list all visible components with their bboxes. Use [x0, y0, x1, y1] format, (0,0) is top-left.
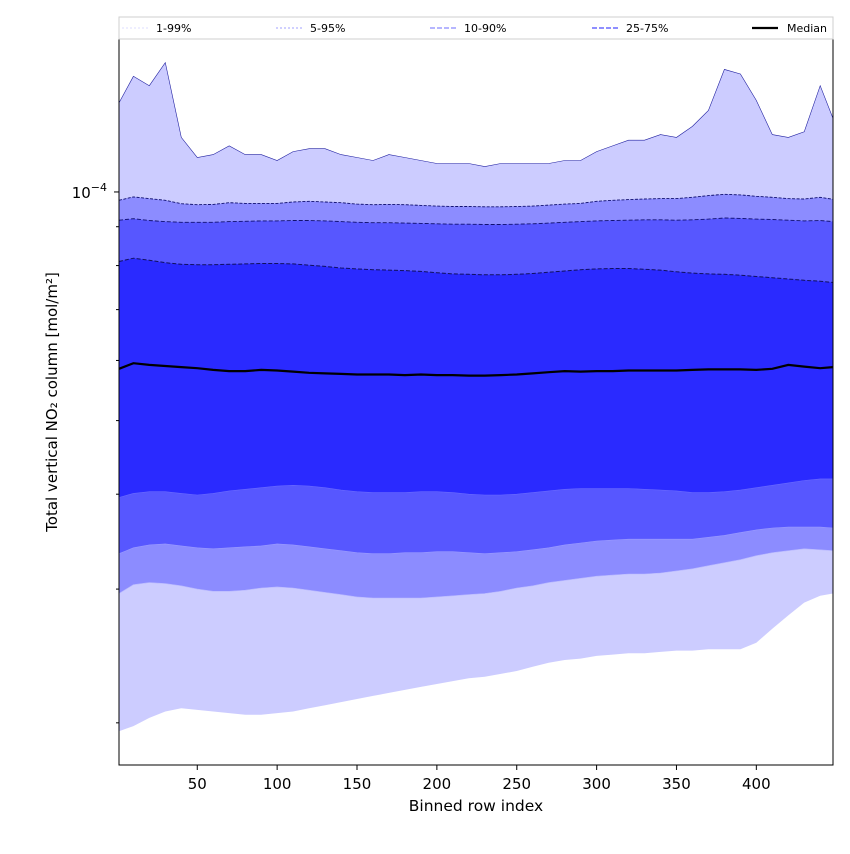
x-axis-label: Binned row index	[409, 797, 543, 815]
x-tick-label: 250	[502, 775, 531, 793]
percentile-line-10	[118, 526, 834, 555]
x-tick-label: 300	[582, 775, 611, 793]
legend-frame	[118, 16, 834, 40]
percentile-line-5	[118, 548, 834, 599]
legend-label: 5-95%	[310, 22, 345, 35]
percentile-line-99	[118, 61, 834, 167]
legend-label: Median	[787, 22, 827, 35]
x-tick-label: 200	[423, 775, 452, 793]
x-axis-ticks: 50 100 150 200 250 300 350 400	[188, 765, 771, 793]
median-line	[118, 362, 834, 377]
percentile-line-25	[118, 478, 833, 498]
percentile-bands	[119, 62, 833, 732]
percentile-line-90	[118, 217, 834, 225]
x-tick-label: 400	[742, 775, 771, 793]
legend-label: 1-99%	[156, 22, 191, 35]
legend: 1-99% 5-95% 10-90% 25-75% Median	[118, 16, 834, 40]
y-tick-label: 10−4	[72, 181, 107, 202]
legend-label: 10-90%	[464, 22, 506, 35]
band-25-75	[119, 258, 833, 498]
y-axis-label: Total vertical NO₂ column [mol/m²]	[43, 272, 61, 533]
x-tick-label: 150	[343, 775, 372, 793]
percentile-line-95	[118, 193, 834, 208]
x-tick-label: 100	[263, 775, 292, 793]
legend-label: 25-75%	[626, 22, 668, 35]
x-tick-label: 50	[188, 775, 207, 793]
x-tick-label: 350	[662, 775, 691, 793]
percentile-lines	[118, 61, 834, 599]
y-axis-ticks: 10−4	[72, 181, 119, 724]
